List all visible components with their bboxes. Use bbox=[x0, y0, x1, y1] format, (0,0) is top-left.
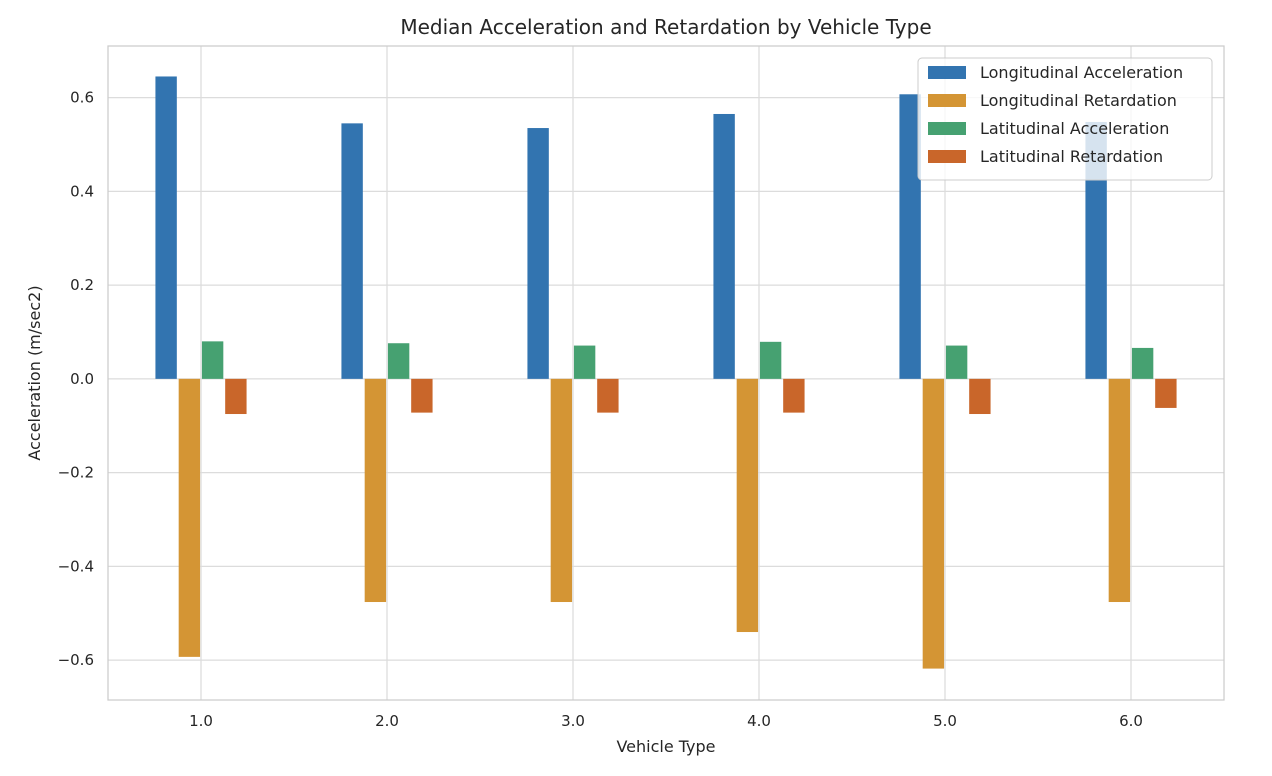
x-axis-label: Vehicle Type bbox=[616, 737, 715, 756]
legend-label: Latitudinal Retardation bbox=[980, 147, 1163, 166]
y-tick-label: −0.4 bbox=[58, 557, 94, 575]
bar bbox=[411, 378, 433, 413]
bars bbox=[155, 76, 1177, 669]
x-tick-label: 4.0 bbox=[747, 712, 771, 730]
x-tick-label: 2.0 bbox=[375, 712, 399, 730]
y-tick-label: 0.4 bbox=[70, 182, 94, 200]
bar bbox=[899, 94, 921, 379]
legend-swatch bbox=[928, 94, 966, 107]
bar bbox=[341, 123, 363, 379]
y-tick-label: 0.2 bbox=[70, 276, 94, 294]
bar bbox=[1085, 121, 1107, 379]
y-axis-label: Acceleration (m/sec2) bbox=[25, 285, 44, 460]
bar bbox=[759, 341, 782, 379]
legend-label: Longitudinal Acceleration bbox=[980, 63, 1183, 82]
bar bbox=[387, 343, 410, 379]
bar bbox=[225, 378, 247, 415]
bar bbox=[201, 341, 224, 379]
bar bbox=[969, 378, 991, 415]
bar bbox=[1131, 347, 1154, 379]
legend-box bbox=[917, 57, 1213, 181]
bar bbox=[783, 378, 805, 413]
legend-swatch bbox=[928, 150, 966, 163]
x-tick-label: 1.0 bbox=[189, 712, 213, 730]
y-tick-label: −0.6 bbox=[58, 651, 94, 669]
bar bbox=[364, 378, 387, 603]
legend-label: Latitudinal Acceleration bbox=[980, 119, 1169, 138]
plot-frame bbox=[107, 45, 1225, 701]
bar bbox=[550, 378, 573, 603]
y-tick-label: −0.2 bbox=[58, 464, 94, 482]
legend-label: Longitudinal Retardation bbox=[980, 91, 1177, 110]
y-tick-label: 0.0 bbox=[70, 370, 94, 388]
bar bbox=[1108, 378, 1131, 603]
bar bbox=[573, 345, 596, 379]
x-tick-label: 5.0 bbox=[933, 712, 957, 730]
bar bbox=[945, 345, 968, 379]
bar bbox=[736, 378, 759, 633]
bar bbox=[713, 113, 735, 379]
chart-title: Median Acceleration and Retardation by V… bbox=[400, 15, 931, 39]
legend-swatch bbox=[928, 122, 966, 135]
x-tick-label: 3.0 bbox=[561, 712, 585, 730]
bar bbox=[1155, 378, 1177, 408]
bar bbox=[922, 378, 945, 669]
tick-labels: −0.6 −0.4 −0.2 0.0 0.2 0.4 0.6 1.0 2.0 3.0 4.0 5.0 6… bbox=[58, 89, 1143, 730]
bar bbox=[527, 128, 549, 379]
bar bbox=[155, 76, 177, 379]
legend-swatch bbox=[928, 66, 966, 79]
x-tick-label: 6.0 bbox=[1119, 712, 1143, 730]
y-tick-label: 0.6 bbox=[70, 89, 94, 107]
bar bbox=[178, 378, 201, 657]
bar bbox=[597, 378, 619, 413]
legend: Longitudinal Acceleration Longitudinal Re… bbox=[917, 57, 1213, 181]
